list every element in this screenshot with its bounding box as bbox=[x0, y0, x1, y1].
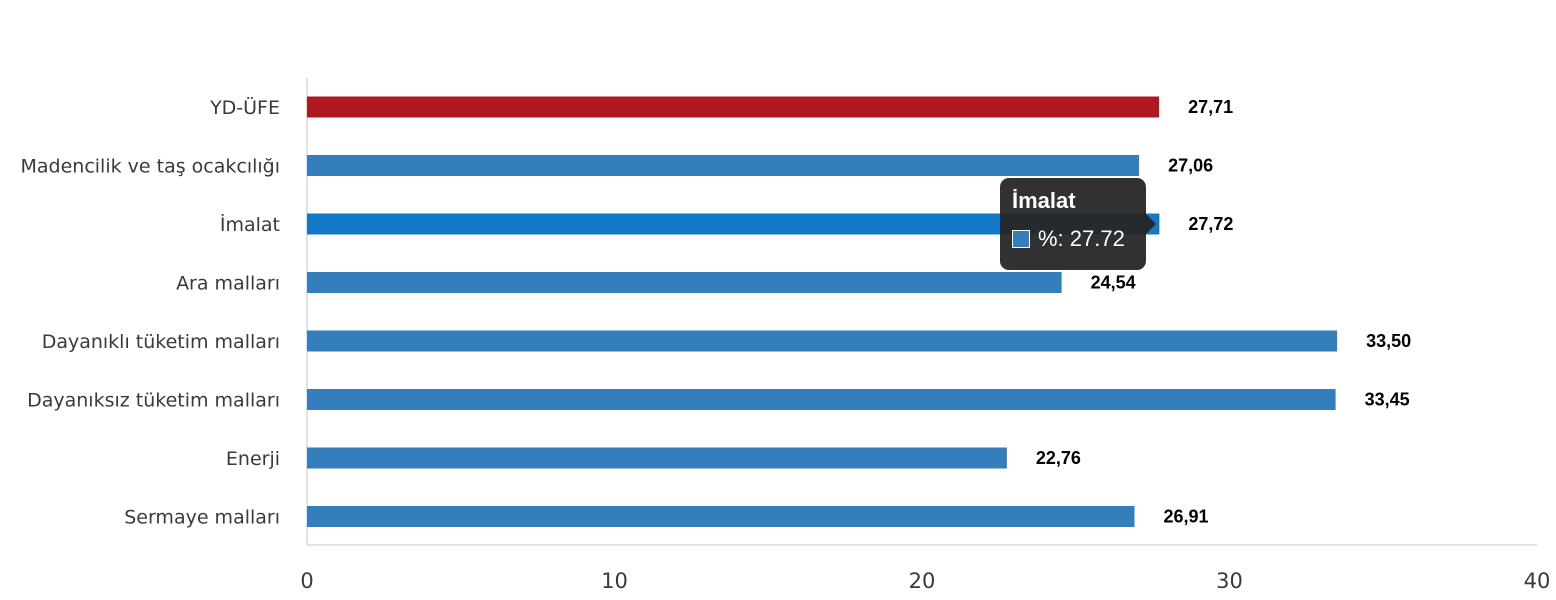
category-label: YD-ÜFE bbox=[209, 96, 280, 119]
category-labels: YD-ÜFE Madencilik ve taş ocakcılığı İmalat… bbox=[21, 96, 281, 529]
bar[interactable] bbox=[307, 330, 1338, 352]
category-label: Dayanıksız tüketim malları bbox=[27, 390, 280, 412]
tooltip-swatch bbox=[1012, 230, 1030, 248]
tooltip-arrow bbox=[1146, 214, 1156, 234]
bar[interactable] bbox=[307, 506, 1135, 527]
x-tick-label: 30 bbox=[1216, 569, 1243, 593]
bar[interactable] bbox=[307, 155, 1140, 176]
bar[interactable] bbox=[307, 213, 1160, 235]
category-label: İmalat bbox=[220, 213, 280, 236]
x-tick-label: 40 bbox=[1524, 569, 1551, 593]
data-label: 24,54 bbox=[1091, 273, 1136, 293]
axes bbox=[306, 78, 1537, 546]
category-label: Enerji bbox=[226, 448, 280, 470]
data-label: 27,72 bbox=[1188, 214, 1233, 234]
bar[interactable] bbox=[307, 96, 1160, 118]
tooltip-value: %: 27.72 bbox=[1038, 226, 1125, 251]
tooltip-row: %: 27.72 bbox=[1012, 226, 1134, 252]
category-label: Madencilik ve taş ocakcılığı bbox=[21, 156, 281, 178]
x-tick-label: 0 bbox=[300, 569, 313, 593]
category-label: Dayanıklı tüketim malları bbox=[42, 331, 280, 353]
bar[interactable] bbox=[307, 389, 1336, 410]
data-label: 27,71 bbox=[1188, 97, 1233, 117]
data-label: 27,06 bbox=[1168, 156, 1213, 176]
data-label: 22,76 bbox=[1036, 448, 1081, 468]
x-tick-label: 20 bbox=[909, 569, 936, 593]
tooltip: İmalat %: 27.72 bbox=[1000, 178, 1156, 270]
category-label: Ara malları bbox=[176, 273, 280, 295]
x-tick-label: 10 bbox=[601, 569, 628, 593]
category-label: Sermaye malları bbox=[124, 507, 280, 529]
tooltip-title: İmalat bbox=[1012, 188, 1076, 213]
data-label: 26,91 bbox=[1163, 507, 1208, 527]
bar[interactable] bbox=[307, 272, 1062, 293]
value-labels: 27,71 27,06 27,72 24,54 33,50 33,45 22,76 26,91 bbox=[1036, 97, 1411, 527]
x-tick-labels: 0 10 20 30 40 bbox=[300, 569, 1550, 593]
data-label: 33,45 bbox=[1365, 390, 1410, 410]
bars bbox=[307, 96, 1338, 527]
data-label: 33,50 bbox=[1366, 331, 1411, 351]
bar[interactable] bbox=[307, 447, 1007, 469]
